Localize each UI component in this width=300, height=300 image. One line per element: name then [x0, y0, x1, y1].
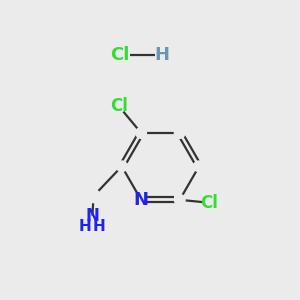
Circle shape — [174, 194, 185, 205]
Text: Cl: Cl — [200, 194, 218, 212]
Circle shape — [136, 128, 146, 138]
Text: Cl: Cl — [111, 46, 130, 64]
Text: N: N — [85, 207, 99, 225]
Text: Cl: Cl — [110, 97, 128, 115]
Circle shape — [87, 190, 100, 202]
Circle shape — [136, 194, 146, 205]
Text: H: H — [93, 219, 106, 234]
Circle shape — [116, 161, 127, 172]
Text: H: H — [154, 46, 169, 64]
Circle shape — [85, 216, 99, 230]
Circle shape — [174, 128, 185, 138]
Text: N: N — [134, 191, 148, 209]
Circle shape — [203, 196, 216, 209]
Text: H: H — [78, 219, 91, 234]
Circle shape — [194, 161, 204, 172]
Circle shape — [112, 100, 125, 113]
